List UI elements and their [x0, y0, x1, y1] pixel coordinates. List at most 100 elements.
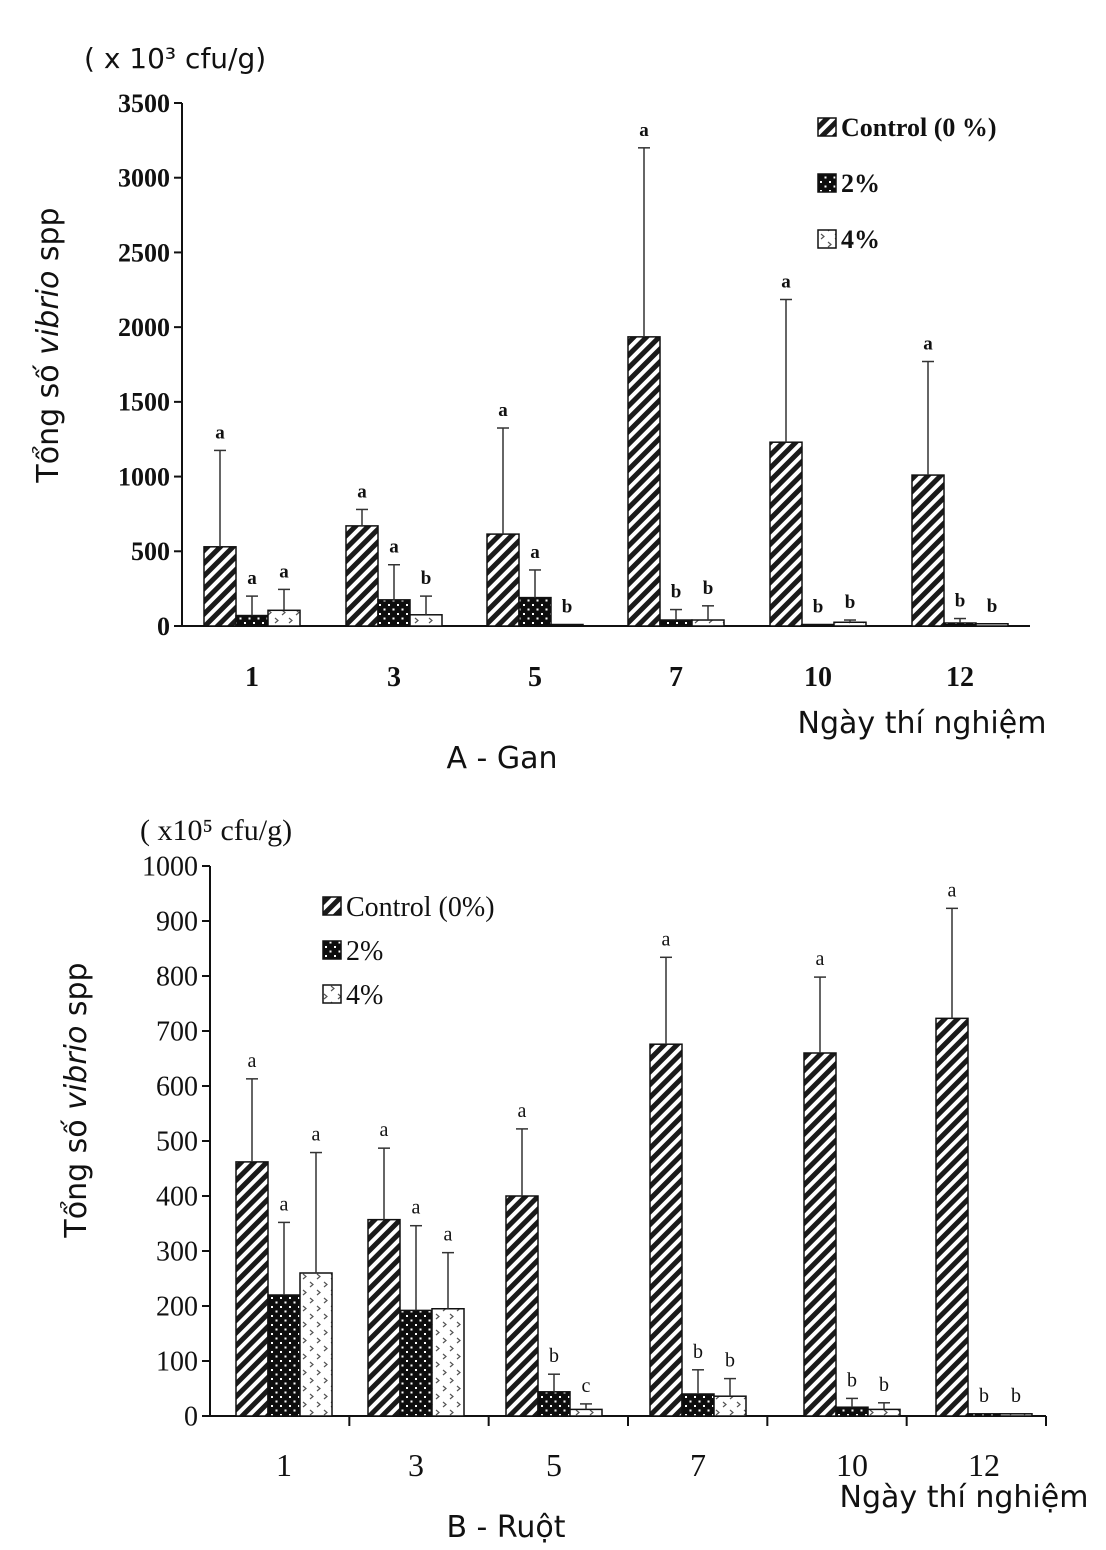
x-axis-label: Ngày thí nghiệm	[798, 706, 1047, 741]
x-tick-label: 7	[669, 662, 683, 693]
x-tick-label: 5	[546, 1447, 562, 1483]
bar	[627, 336, 661, 627]
legend-swatch	[322, 940, 342, 960]
bar	[367, 1218, 401, 1417]
bar	[681, 1393, 715, 1417]
significance-letter: b	[421, 568, 432, 589]
x-tick-label: 10	[836, 1447, 868, 1483]
significance-letter: b	[813, 597, 824, 618]
y-tick-label: 200	[156, 1292, 198, 1323]
legend-label: Control (0 %)	[841, 113, 997, 142]
unit-label: ( x 10³ cfu/g)	[84, 42, 266, 75]
y-tick-label: 1000	[142, 852, 198, 883]
y-tick-label: 700	[156, 1017, 198, 1048]
chart-panel-b: ( x10⁵ cfu/g) Tổng số vibrio spp 0 100 200 30…	[58, 814, 1088, 1545]
bar	[569, 1408, 603, 1417]
y-tick-label: 500	[156, 1127, 198, 1158]
y-tick-label: 1500	[118, 388, 170, 417]
significance-letter: a	[816, 948, 825, 970]
significance-letter: a	[389, 537, 399, 558]
significance-letter: b	[987, 596, 998, 617]
bar	[267, 1294, 301, 1417]
bar	[943, 622, 977, 627]
y-tick-label: 100	[156, 1347, 198, 1378]
bar	[999, 1413, 1033, 1417]
x-tick-label: 5	[528, 662, 542, 693]
significance-letter: b	[879, 1374, 889, 1396]
bar	[803, 1052, 837, 1417]
x-tick-label: 7	[690, 1447, 706, 1483]
significance-letter: b	[549, 1345, 559, 1367]
significance-letter: a	[312, 1124, 321, 1146]
bar	[867, 1408, 901, 1417]
significance-letter: b	[725, 1350, 735, 1372]
bar	[203, 546, 237, 627]
significance-letter: a	[280, 1193, 289, 1215]
bar	[235, 614, 269, 627]
legend-label: Control (0%)	[346, 892, 495, 923]
y-tick-label: 2000	[118, 313, 170, 342]
y-tick-label: 1000	[118, 462, 170, 491]
significance-letter: b	[693, 1341, 703, 1363]
significance-letter: a	[530, 542, 540, 563]
bar	[833, 621, 867, 627]
legend-swatch	[322, 984, 342, 1004]
bar	[409, 614, 443, 627]
x-tick-label: 1	[245, 662, 259, 693]
significance-letter: a	[279, 561, 289, 582]
y-axis-label: Tổng số vibrio spp	[30, 207, 66, 483]
chart-panel-a: ( x 10³ cfu/g) Tổng số vibrio spp 0 500 1000…	[30, 42, 1046, 776]
bar	[911, 474, 945, 627]
bar	[691, 619, 725, 627]
bar	[550, 623, 584, 627]
y-tick-label: 0	[184, 1402, 198, 1433]
significance-letter: a	[518, 1100, 527, 1122]
panel-caption: A - Gan	[446, 741, 557, 776]
significance-letter: b	[703, 578, 714, 599]
significance-letter: a	[948, 879, 957, 901]
significance-letter: b	[562, 597, 573, 618]
significance-letter: a	[215, 422, 225, 443]
bar	[835, 1406, 869, 1417]
significance-letter: a	[923, 334, 933, 355]
x-tick-label: 10	[804, 662, 832, 693]
x-axis-label: Ngày thí nghiệm	[840, 1480, 1089, 1515]
significance-letter: a	[412, 1197, 421, 1219]
y-tick-label: 800	[156, 962, 198, 993]
bar	[235, 1161, 269, 1417]
x-tick-label: 1	[276, 1447, 292, 1483]
legend-swatch	[817, 229, 837, 249]
significance-letter: a	[498, 400, 508, 421]
significance-letter: c	[582, 1375, 591, 1397]
y-axis-label: Tổng số vibrio spp	[58, 962, 94, 1238]
y-tick-label: 600	[156, 1072, 198, 1103]
significance-letter: a	[248, 1050, 257, 1072]
bar	[431, 1308, 465, 1417]
legend-label: 4%	[841, 225, 880, 254]
significance-letter: a	[781, 271, 791, 292]
unit-label: ( x10⁵ cfu/g)	[140, 814, 292, 847]
y-tick-label: 0	[157, 612, 170, 641]
bar	[935, 1017, 969, 1417]
significance-letter: b	[979, 1385, 989, 1407]
y-tick-label: 300	[156, 1237, 198, 1268]
legend-swatch	[817, 173, 837, 193]
significance-letter: a	[444, 1224, 453, 1246]
bar	[505, 1195, 539, 1417]
x-tick-label: 12	[968, 1447, 1000, 1483]
bar	[486, 533, 520, 627]
x-tick-label: 3	[387, 662, 401, 693]
bar	[518, 596, 552, 627]
bar	[299, 1272, 333, 1417]
y-tick-label: 2500	[118, 238, 170, 267]
legend-swatch	[322, 896, 342, 916]
significance-letter: b	[847, 1369, 857, 1391]
significance-letter: b	[845, 592, 856, 613]
significance-letter: b	[671, 582, 682, 603]
significance-letter: a	[380, 1119, 389, 1141]
bar	[659, 619, 693, 627]
significance-letter: a	[662, 928, 671, 950]
legend-label: 2%	[346, 936, 383, 967]
bar	[967, 1413, 1001, 1417]
significance-letter: b	[1011, 1385, 1021, 1407]
